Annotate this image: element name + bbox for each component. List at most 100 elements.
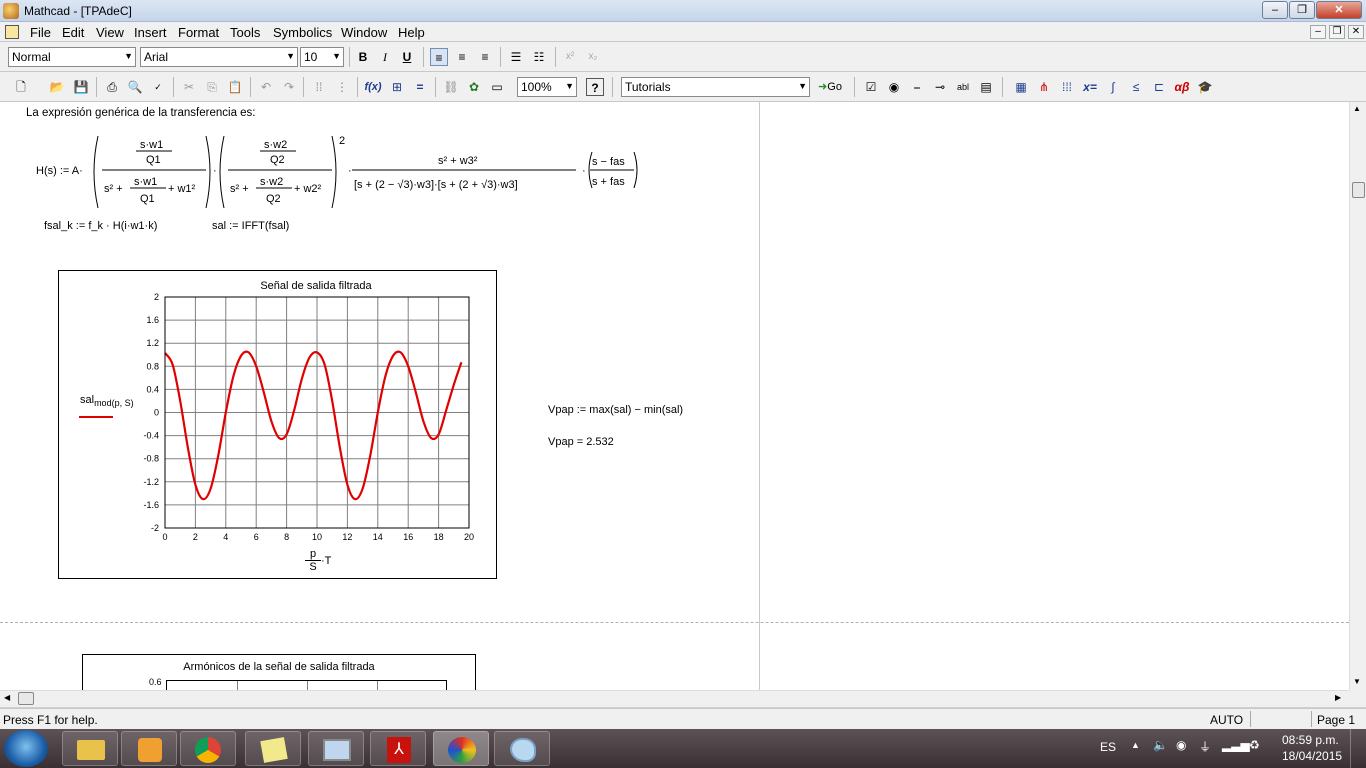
start-button[interactable] [4, 730, 48, 767]
horizontal-scroll-thumb[interactable] [18, 692, 34, 705]
font-size-select[interactable]: 10 ▼ [300, 47, 344, 67]
textbox-control-icon[interactable]: abl [956, 82, 969, 92]
resource-center-icon[interactable]: ▭ [491, 80, 503, 94]
doc-minimize-button[interactable]: – [1310, 25, 1326, 39]
sal-definition[interactable]: sal := IFFT(fsal) [212, 220, 290, 232]
boolean-toolbar-icon[interactable]: ≤ [1132, 80, 1140, 94]
remote-desktop-taskbar-icon[interactable] [308, 731, 364, 766]
align-regions-down-icon[interactable]: ⋮ [336, 80, 348, 94]
fsal-definition[interactable]: fsal_k := f_k · H(i·w1·k) [44, 220, 158, 232]
plot-region[interactable]: Señal de salida filtrada 0 2 4 6 8 10 12 14 16 18… [58, 270, 497, 579]
save-icon[interactable]: 💾 [73, 80, 89, 94]
graph-toolbar-icon[interactable]: ⋔ [1038, 80, 1050, 94]
greek-toolbar-icon[interactable]: αβ [1174, 80, 1190, 94]
calculus-toolbar-icon[interactable]: ∫ [1111, 80, 1115, 94]
vertical-scroll-thumb[interactable] [1352, 182, 1365, 198]
menu-edit[interactable]: Edit [62, 25, 85, 40]
print-preview-icon[interactable]: 🔍 [127, 80, 143, 94]
font-select[interactable]: Arial ▼ [140, 47, 298, 67]
clock-date[interactable]: 18/04/2015 [1282, 749, 1343, 763]
transfer-function-equation[interactable]: H(s) := A· s·w1 Q1 s² + s·w1 Q1 + w1² · … [30, 130, 650, 212]
bold-button[interactable]: B [358, 50, 368, 64]
spell-check-icon[interactable]: ✓ [154, 82, 162, 92]
language-indicator[interactable]: ES [1100, 740, 1117, 754]
align-center-button[interactable]: ≡ [458, 50, 466, 64]
document-icon[interactable] [5, 25, 19, 39]
go-button[interactable]: ➜Go [814, 78, 846, 96]
undo-icon[interactable]: ↶ [260, 80, 272, 94]
horizontal-scrollbar[interactable]: ◀ ▶ [0, 690, 1349, 707]
help-icon[interactable]: ? [586, 78, 604, 96]
copy-icon[interactable]: ⎘ [207, 80, 217, 94]
harmonics-plot-region[interactable]: Armónicos de la señal de salida filtrada… [82, 654, 476, 690]
insert-component-icon[interactable]: ✿ [468, 80, 480, 94]
paste-icon[interactable]: 📋 [227, 80, 243, 94]
cut-icon[interactable]: ✂ [183, 80, 195, 94]
menu-format[interactable]: Format [178, 25, 220, 40]
insert-hyperlink-icon[interactable]: ⛓ [443, 80, 459, 94]
align-left-button[interactable]: ≡ [430, 48, 448, 66]
symbolic-toolbar-icon[interactable]: 🎓 [1197, 80, 1213, 94]
calculate-icon[interactable]: = [416, 80, 424, 94]
menu-help[interactable]: Help [398, 25, 425, 40]
superscript-button[interactable]: x² [565, 51, 575, 62]
doc-close-button[interactable]: ✕ [1348, 25, 1364, 39]
programming-toolbar-icon[interactable]: ⊏ [1153, 80, 1165, 94]
minimize-button[interactable]: – [1262, 1, 1288, 19]
volume-icon[interactable]: 🔈 [1153, 738, 1168, 752]
new-document-icon[interactable]: 🗋 [16, 80, 26, 94]
network-signal-icon[interactable]: ▂▃▅ [1222, 738, 1250, 752]
sync-icon[interactable]: ♻ [1249, 738, 1260, 752]
open-folder-icon[interactable]: 📂 [49, 80, 65, 94]
menu-file[interactable]: File [30, 25, 51, 40]
menu-window[interactable]: Window [341, 25, 388, 40]
evaluation-toolbar-icon[interactable]: x= [1083, 80, 1097, 94]
antivirus-icon[interactable]: ◉ [1176, 738, 1187, 752]
underline-button[interactable]: U [402, 50, 412, 64]
insert-unit-icon[interactable]: ⊞ [391, 80, 403, 94]
slider-control-icon[interactable]: ⊸ [934, 80, 946, 94]
show-desktop-button[interactable] [1350, 729, 1366, 768]
scroll-down-icon[interactable]: ▼ [1353, 677, 1361, 686]
radio-control-icon[interactable]: ◉ [888, 80, 900, 94]
usb-device-icon[interactable]: ⏚ [1199, 740, 1212, 754]
paint-taskbar-icon[interactable] [494, 731, 550, 766]
scroll-right-icon[interactable]: ▶ [1335, 693, 1342, 702]
insert-function-icon[interactable]: f(x) [364, 81, 382, 93]
close-button[interactable]: ✕ [1316, 1, 1362, 19]
menu-view[interactable]: View [96, 25, 124, 40]
menu-tools[interactable]: Tools [230, 25, 261, 40]
italic-button[interactable]: I [383, 50, 387, 64]
vpap-result[interactable]: Vpap = 2.532 [548, 436, 614, 448]
align-regions-across-icon[interactable]: ⁞⁞ [315, 80, 323, 94]
bullet-list-button[interactable]: ☰ [510, 50, 522, 64]
menu-symbolics[interactable]: Symbolics [273, 25, 333, 40]
vertical-scrollbar[interactable]: ▲ ▼ [1349, 102, 1366, 690]
media-player-taskbar-icon[interactable] [121, 731, 177, 766]
menu-insert[interactable]: Insert [134, 25, 167, 40]
maximize-button[interactable]: ❐ [1289, 1, 1315, 19]
print-icon[interactable]: ⎙ [107, 80, 117, 94]
resource-select[interactable]: Tutorials ▼ [621, 77, 810, 97]
style-select[interactable]: Normal ▼ [8, 47, 136, 67]
align-right-button[interactable]: ≡ [481, 50, 489, 64]
intro-text[interactable]: La expresión genérica de la transferenci… [26, 107, 256, 119]
checkbox-control-icon[interactable]: ☑ [865, 80, 877, 94]
scroll-left-icon[interactable]: ◀ [4, 693, 11, 702]
numbered-list-button[interactable]: ☷ [533, 50, 545, 64]
clock-time[interactable]: 08:59 p.m. [1282, 733, 1339, 747]
sticky-notes-taskbar-icon[interactable] [245, 731, 301, 766]
redo-icon[interactable]: ↷ [283, 80, 295, 94]
worksheet[interactable]: La expresión genérica de la transferenci… [0, 102, 1349, 690]
zoom-select[interactable]: 100% ▼ [517, 77, 577, 97]
pdf-reader-taskbar-icon[interactable]: ⅄ [370, 731, 426, 766]
calculator-toolbar-icon[interactable]: ▦ [1015, 80, 1027, 94]
doc-restore-button[interactable]: ❐ [1329, 25, 1345, 39]
matrix-toolbar-icon[interactable]: ⁞⁞⁞ [1061, 80, 1072, 94]
subscript-button[interactable]: x₂ [588, 51, 598, 62]
listbox-control-icon[interactable]: ▤ [980, 80, 992, 94]
chrome-taskbar-icon[interactable] [180, 731, 236, 766]
scroll-up-icon[interactable]: ▲ [1353, 104, 1361, 113]
push-button-control-icon[interactable]: ⎯ [913, 80, 920, 94]
mathcad-taskbar-icon[interactable] [433, 731, 489, 766]
